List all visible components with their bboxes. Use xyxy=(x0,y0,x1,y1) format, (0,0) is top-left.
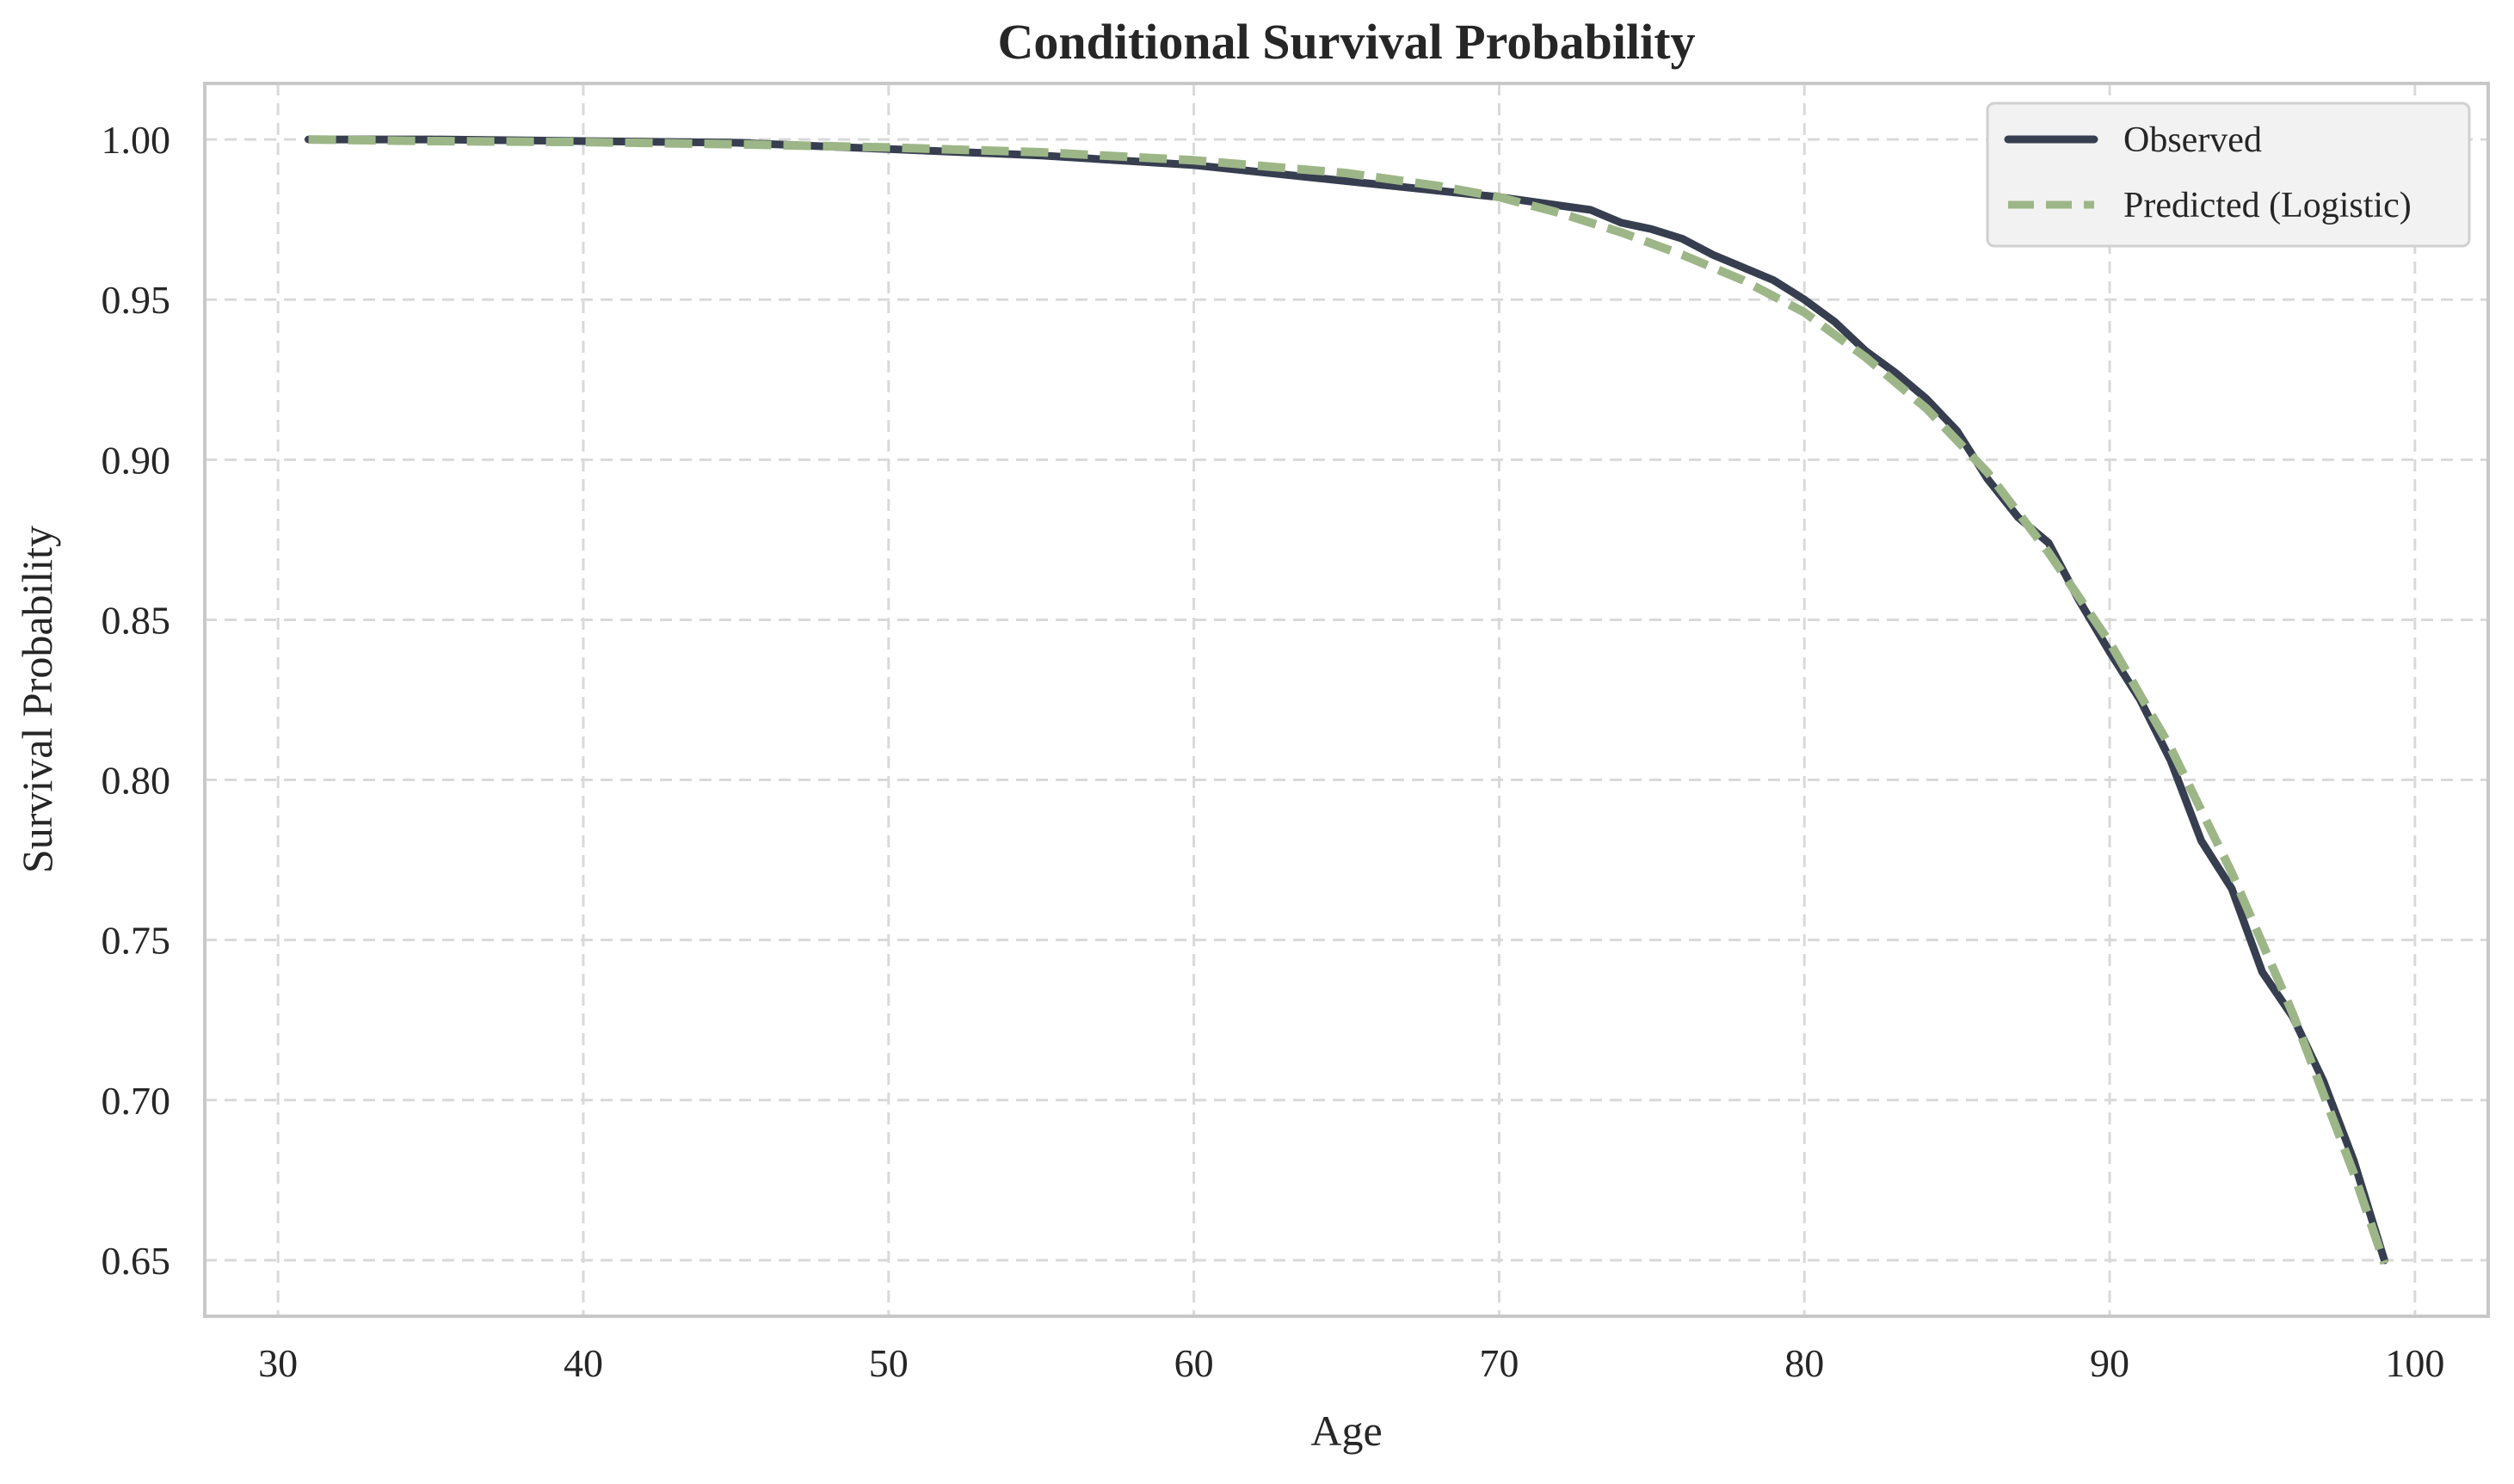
x-tick-label: 30 xyxy=(258,1341,298,1385)
plot-lines xyxy=(305,135,2389,1265)
x-tick-label: 80 xyxy=(1784,1341,1824,1385)
legend: Observed Predicted (Logistic) xyxy=(1986,102,2471,248)
x-tick-label: 100 xyxy=(2385,1341,2444,1385)
series-line-observed xyxy=(305,135,2388,1265)
y-axis-label: Survival Probability xyxy=(13,526,61,873)
x-tick-label: 90 xyxy=(2090,1341,2129,1385)
y-tick-label: 0.90 xyxy=(102,438,171,482)
x-tick-label: 60 xyxy=(1174,1341,1214,1385)
y-tick-label: 0.80 xyxy=(102,759,171,803)
y-tick-label: 0.85 xyxy=(102,598,171,642)
plot-frame xyxy=(203,82,2490,1318)
x-tick-label: 40 xyxy=(564,1341,603,1385)
y-tick-label: 0.70 xyxy=(102,1079,171,1123)
x-tick-label: 70 xyxy=(1479,1341,1519,1385)
legend-label-observed: Observed xyxy=(2123,120,2262,160)
y-tick-label: 0.95 xyxy=(102,278,171,322)
x-axis-label: Age xyxy=(1310,1407,1382,1455)
chart-title: Conditional Survival Probability xyxy=(997,14,1695,70)
y-tick-label: 0.75 xyxy=(102,919,171,963)
y-axis: 0.65 0.70 0.75 0.80 0.85 0.90 0.95 1.00 xyxy=(102,118,171,1283)
y-tick-label: 0.65 xyxy=(102,1239,171,1283)
legend-label-predicted: Predicted (Logistic) xyxy=(2123,186,2412,225)
x-axis: 30 40 50 60 70 80 90 100 xyxy=(258,1341,2444,1385)
series-line-predicted xyxy=(308,135,2389,1265)
y-tick-label: 1.00 xyxy=(102,118,171,162)
x-tick-label: 50 xyxy=(869,1341,909,1385)
legend-box xyxy=(1986,102,2471,248)
